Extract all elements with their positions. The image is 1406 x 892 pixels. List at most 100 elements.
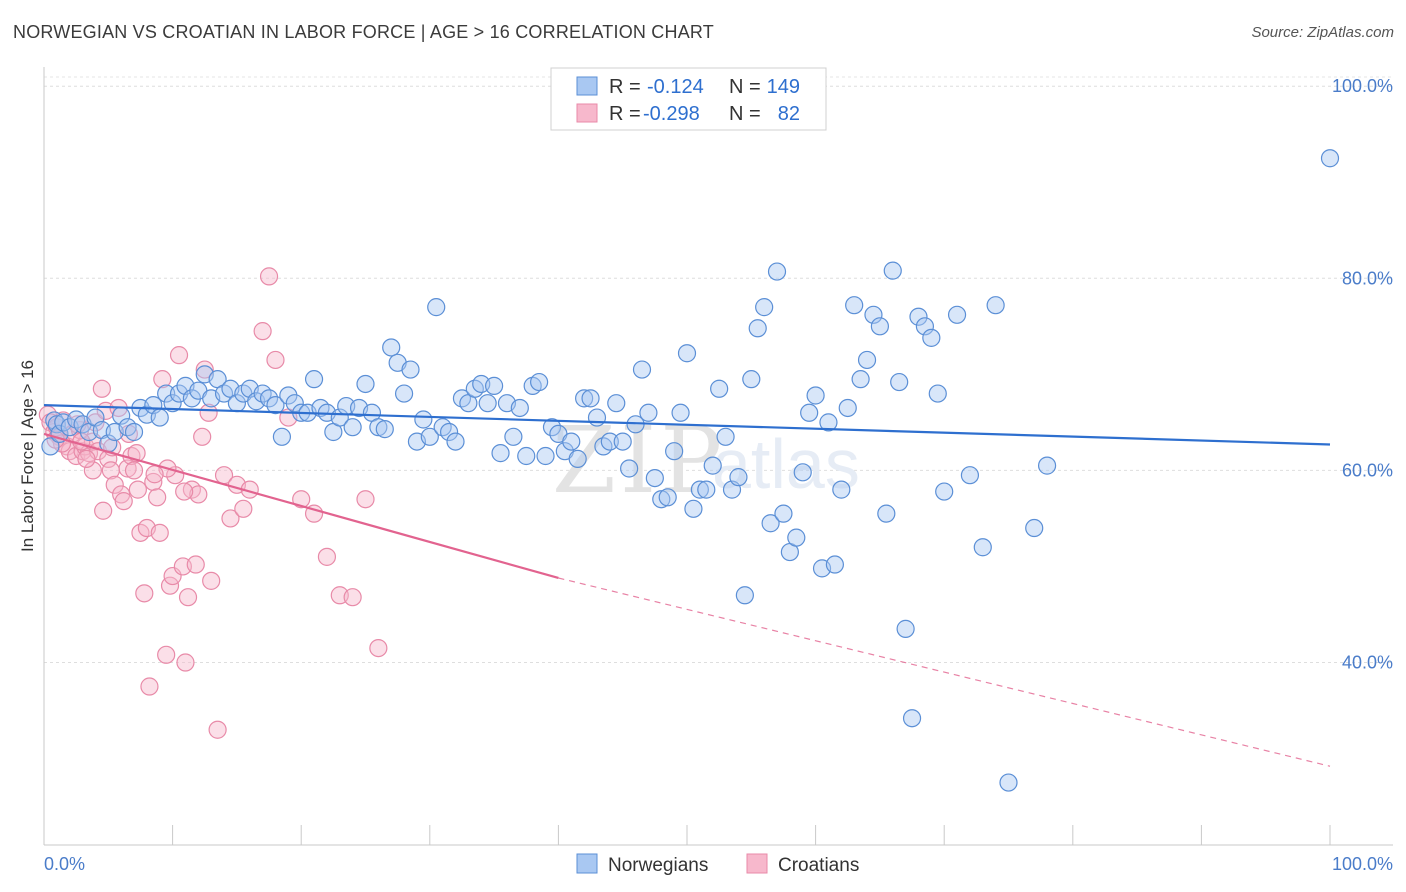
x-tick-label-0: 0.0% [44,854,85,874]
norwegian-point-126 [838,398,857,418]
norwegian-point-114 [761,514,780,533]
croatian-point-50 [208,720,227,739]
norwegian-point-0 [41,437,60,456]
croatian-point-17 [92,379,111,398]
croatians-points [38,267,388,739]
norwegian-point-148 [1037,456,1057,475]
norwegian-point-51 [356,374,375,394]
norwegian-point-106 [710,379,729,398]
norwegians-trend-line [43,403,1331,446]
norwegian-point-142 [947,305,967,324]
correlation-legend: R = -0.124 N = 149 R = -0.298 N = 82 [550,67,827,131]
croatian-point-46 [189,485,208,504]
croatian-point-57 [259,267,279,286]
norwegian-point-53 [369,418,388,437]
norwegian-point-74 [504,427,523,446]
norwegian-point-49 [343,418,362,437]
norwegian-point-135 [896,619,915,638]
legend-n-label-1: N = [729,76,761,98]
norwegian-point-149 [1320,149,1340,168]
croatians-trend-line [43,432,559,580]
croatian-point-21 [105,475,124,494]
norwegian-point-64 [439,422,459,442]
watermark-atlas: atlas [712,425,860,503]
norwegian-point-84 [568,449,587,468]
norwegian-point-62 [427,298,446,317]
norwegian-point-118 [787,528,806,547]
norwegian-point-147 [1025,518,1044,538]
norwegian-point-103 [690,480,709,499]
x-axis-ticks [43,825,1331,845]
norwegian-point-79 [536,446,555,466]
norwegian-point-130 [864,305,883,324]
croatian-point-80 [193,427,212,446]
norwegian-point-90 [607,394,626,413]
norwegian-point-38 [272,427,292,446]
norwegian-point-61 [420,427,439,446]
grid-lines [44,76,1393,664]
x-tick-labels: 0.0% 100.0% [44,854,1393,874]
norwegian-point-15 [124,422,144,442]
croatian-point-47 [195,360,214,379]
norwegian-point-120 [800,403,819,422]
y-axis-title: In Labor Force | Age > 16 [18,360,37,552]
norwegians-points [41,149,1340,792]
norwegian-point-89 [600,432,619,451]
croatian-point-49 [202,571,221,590]
norwegian-point-101 [677,344,697,363]
source-label: Source: ZipAtlas.com [1251,24,1394,41]
norwegian-point-111 [742,370,761,389]
norwegian-point-145 [986,296,1005,315]
norwegian-point-141 [935,482,954,501]
norwegian-point-43 [304,370,324,389]
croatian-point-28 [127,444,146,463]
croatian-point-48 [199,403,218,422]
norwegian-point-72 [491,444,510,463]
norwegian-point-96 [645,468,664,488]
norwegian-point-36 [259,389,279,408]
croatian-point-43 [176,653,195,672]
norwegian-point-124 [825,555,844,574]
legend-swatch-norwegians [576,76,598,96]
norwegian-point-83 [562,432,581,451]
croatian-point-52 [221,509,240,528]
series-legend: Norwegians Croatians [576,853,859,876]
norwegian-point-137 [909,307,928,326]
norwegian-point-100 [671,403,690,422]
croatian-point-79 [94,501,113,520]
norwegian-point-112 [748,319,767,338]
croatian-point-58 [266,350,285,370]
norwegian-point-134 [890,372,909,392]
norwegian-point-85 [575,389,594,408]
norwegian-point-123 [819,413,838,432]
y-tick-label-60: 60.0% [1342,460,1393,480]
norwegian-point-60 [414,410,433,429]
norwegian-point-139 [922,328,941,347]
norwegian-point-94 [632,360,652,379]
legend-n-value-2: 82 [778,103,800,125]
norwegian-point-133 [883,261,902,280]
norwegian-point-140 [928,384,947,403]
legend-r-value-1: -0.124 [647,76,704,98]
norwegian-point-146 [999,773,1018,792]
croatian-point-72 [186,555,205,574]
norwegian-point-115 [767,262,787,281]
croatian-point-64 [343,588,362,607]
norwegian-point-113 [755,298,774,317]
croatian-point-33 [144,472,163,492]
norwegian-point-65 [446,432,465,451]
norwegian-point-37 [266,395,285,415]
legend-r-label-2: R = [609,103,641,125]
norwegian-point-98 [658,488,677,507]
croatian-point-36 [153,370,172,389]
y-tick-label-80: 80.0% [1342,268,1393,288]
norwegian-point-102 [684,499,703,518]
croatian-point-19 [99,449,118,468]
norwegian-point-87 [587,408,607,427]
croatian-point-76 [77,449,96,468]
legend-n-label-2: N = [729,103,761,125]
bottom-legend-label-croatians: Croatians [778,855,859,876]
norwegian-point-71 [485,376,504,395]
croatian-point-32 [140,677,159,696]
norwegian-point-99 [665,442,684,461]
